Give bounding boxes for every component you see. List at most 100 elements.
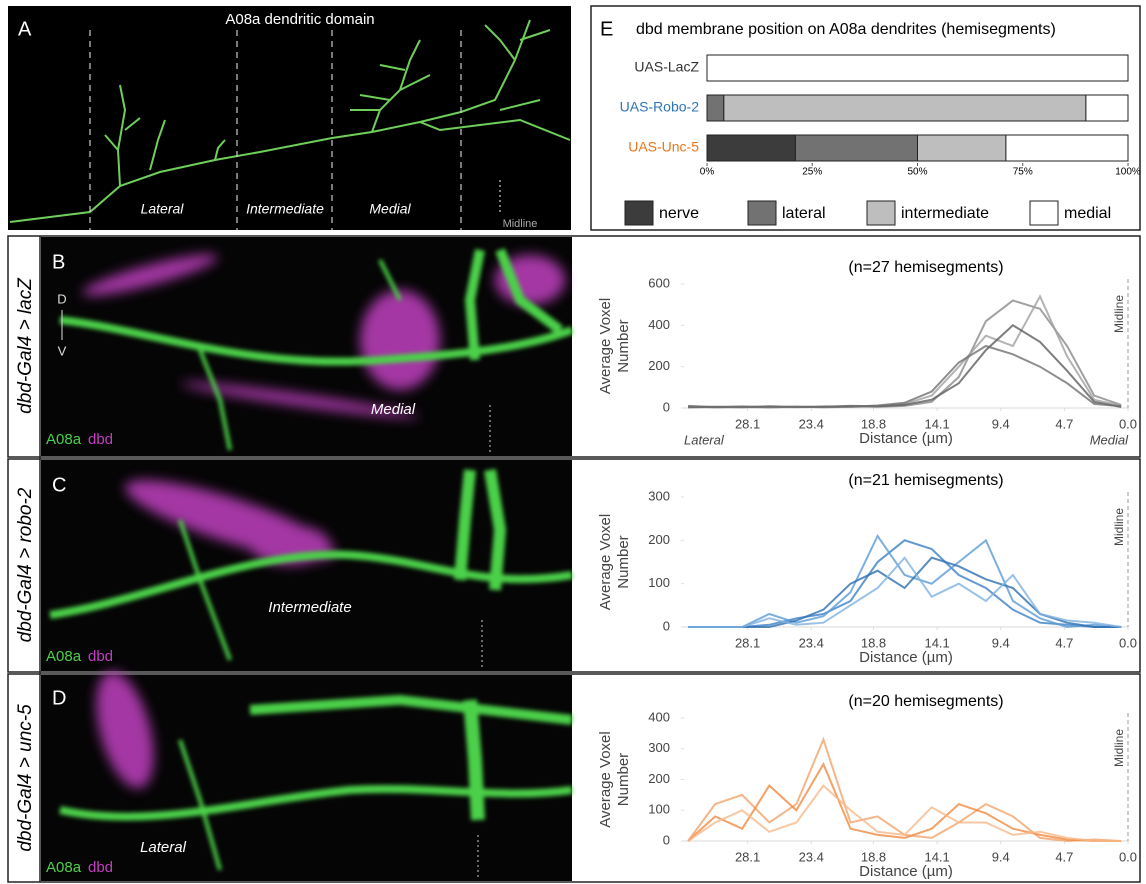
x-tick-label: 50%: [907, 167, 927, 178]
region-label: Intermediate: [246, 201, 324, 217]
category-label: UAS-Robo-2: [620, 99, 700, 115]
channel-label: dbd: [88, 431, 113, 448]
legend-swatch: [624, 200, 654, 226]
y-axis-label: Average Voxel: [597, 731, 614, 827]
region-label: Medial: [369, 201, 411, 217]
channel-label: dbd: [88, 648, 113, 665]
series-line: [688, 534, 1122, 629]
x-tick-label: 18.8: [861, 849, 886, 864]
x-tick-label: 23.4: [799, 635, 824, 650]
neuron-trace: [9, 19, 571, 223]
x-end-label: Medial: [1090, 432, 1129, 447]
y-tick-label: 300: [648, 488, 670, 503]
x-tick-label: 4.7: [1055, 416, 1073, 431]
panel-label: E: [600, 18, 613, 40]
series-line: [688, 344, 1122, 409]
y-axis-label: Average Voxel: [597, 514, 614, 610]
series-line: [688, 539, 1122, 628]
legend-label: medial: [1064, 205, 1111, 222]
midline-label: Midline: [1112, 508, 1126, 546]
y-tick-label: 200: [648, 358, 670, 373]
region-label: Lateral: [141, 201, 185, 217]
bar-segment: [1085, 94, 1129, 122]
x-tick-label: 9.4: [992, 849, 1010, 864]
x-tick-label: 0.0: [1119, 849, 1137, 864]
midline-label: Midline: [503, 218, 538, 230]
ventral-label: V: [58, 343, 67, 358]
series-line: [688, 556, 1122, 628]
micrograph-b: [41, 237, 574, 456]
x-tick-label: 28.1: [735, 635, 760, 650]
panel-title: A08a dendritic domain: [225, 11, 374, 28]
series-line: [687, 761, 1122, 842]
bar-segment: [917, 134, 1007, 162]
panel-label: C: [52, 474, 66, 496]
x-tick-label: 18.8: [861, 416, 886, 431]
x-axis-label: Distance (µm): [859, 430, 953, 447]
midline-label: Midline: [1112, 295, 1126, 333]
x-tick-label: 0.0: [1119, 416, 1137, 431]
x-tick-label: 18.8: [861, 635, 886, 650]
channel-label: A08a: [46, 859, 82, 876]
series-line: [687, 736, 1122, 843]
x-tick-label: 14.1: [924, 849, 949, 864]
x-tick-label: 75%: [1013, 167, 1033, 178]
bar-segment: [706, 134, 796, 162]
micrograph-c: [41, 460, 573, 671]
chart-title: dbd membrane position on A08a dendrites …: [636, 21, 1056, 38]
chart-title: (n=27 hemisegments): [848, 259, 1003, 276]
series-line: [688, 556, 1122, 628]
bar-segment: [706, 54, 1129, 82]
legend-swatch: [747, 200, 777, 226]
x-tick-label: 25%: [802, 167, 822, 178]
x-tick-label: 100%: [1115, 167, 1141, 178]
y-tick-label: 600: [648, 275, 670, 290]
x-tick-label: 4.7: [1055, 635, 1073, 650]
channel-label: A08a: [46, 648, 82, 665]
category-label: UAS-LacZ: [634, 59, 699, 75]
region-label: Lateral: [140, 839, 187, 856]
bar-segment: [706, 94, 725, 122]
panel-label: A: [18, 18, 32, 40]
series-line: [688, 294, 1122, 409]
genotype-label: dbd-Gal4 > lacZ: [15, 277, 36, 414]
bar-segment: [723, 94, 1087, 122]
y-axis-label: Average Voxel: [597, 298, 614, 394]
y-tick-label: 300: [648, 740, 670, 755]
y-tick-label: 0: [663, 618, 670, 633]
x-axis-label: Distance (µm): [859, 649, 953, 666]
x-tick-label: 23.4: [799, 416, 824, 431]
x-tick-label: 28.1: [735, 849, 760, 864]
region-dividers: [89, 30, 501, 230]
x-tick-label: 23.4: [799, 849, 824, 864]
y-tick-label: 400: [648, 709, 670, 724]
x-tick-label: 9.4: [992, 416, 1010, 431]
y-tick-label: 200: [648, 532, 670, 547]
series-line: [688, 299, 1122, 409]
x-tick-label: 14.1: [924, 635, 949, 650]
y-axis-label: Number: [615, 319, 632, 372]
y-tick-label: 200: [648, 771, 670, 786]
chart-title: (n=21 hemisegments): [848, 472, 1003, 489]
x-tick-label: 0%: [700, 167, 715, 178]
panel-label: D: [52, 687, 66, 709]
genotype-label: dbd-Gal4 > unc-5: [15, 704, 36, 852]
legend-label: nerve: [659, 205, 699, 222]
x-tick-label: 9.4: [992, 635, 1010, 650]
row-frame: [7, 235, 1141, 458]
legend-label: lateral: [782, 205, 826, 222]
category-label: UAS-Unc-5: [628, 139, 699, 155]
series-line: [687, 784, 1122, 842]
channel-label: dbd: [88, 859, 113, 876]
panel-a-background: [8, 6, 571, 230]
chart-title: (n=20 hemisegments): [848, 693, 1003, 710]
y-tick-label: 0: [663, 832, 670, 847]
x-tick-label: 14.1: [924, 416, 949, 431]
x-tick-label: 4.7: [1055, 849, 1073, 864]
row-frame: [7, 673, 1141, 883]
x-end-label: Lateral: [684, 432, 725, 447]
x-tick-label: 28.1: [735, 416, 760, 431]
y-tick-label: 400: [648, 317, 670, 332]
